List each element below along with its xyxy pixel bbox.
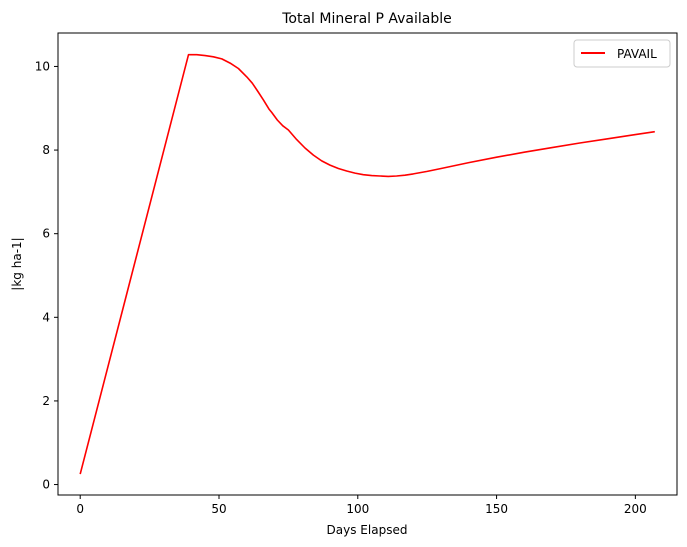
y-tick-label: 8 xyxy=(42,143,50,157)
series-layer xyxy=(79,53,655,475)
series-line-pavail xyxy=(79,53,655,475)
x-axis-label: Days Elapsed xyxy=(327,523,408,537)
legend-box xyxy=(573,39,671,68)
y-axis-label: |kg ha-1| xyxy=(10,237,24,290)
y-axis: 0 2 4 6 8 10 xyxy=(35,59,58,492)
legend: PAVAIL xyxy=(573,39,671,68)
x-tick-label: 200 xyxy=(624,502,647,516)
plot-area xyxy=(57,32,678,496)
x-tick-label: 0 xyxy=(76,502,84,516)
x-tick-label: 150 xyxy=(485,502,508,516)
y-tick-label: 0 xyxy=(42,478,50,492)
x-tick-label: 100 xyxy=(346,502,369,516)
x-tick-label: 50 xyxy=(211,502,226,516)
legend-label: PAVAIL xyxy=(617,47,657,61)
y-tick-label: 2 xyxy=(42,394,50,408)
y-tick-label: 10 xyxy=(35,59,50,73)
y-tick-label: 4 xyxy=(42,310,50,324)
x-axis: 0 50 100 150 200 xyxy=(76,495,647,516)
y-tick-label: 6 xyxy=(42,227,50,241)
chart-title: Total Mineral P Available xyxy=(281,11,452,27)
